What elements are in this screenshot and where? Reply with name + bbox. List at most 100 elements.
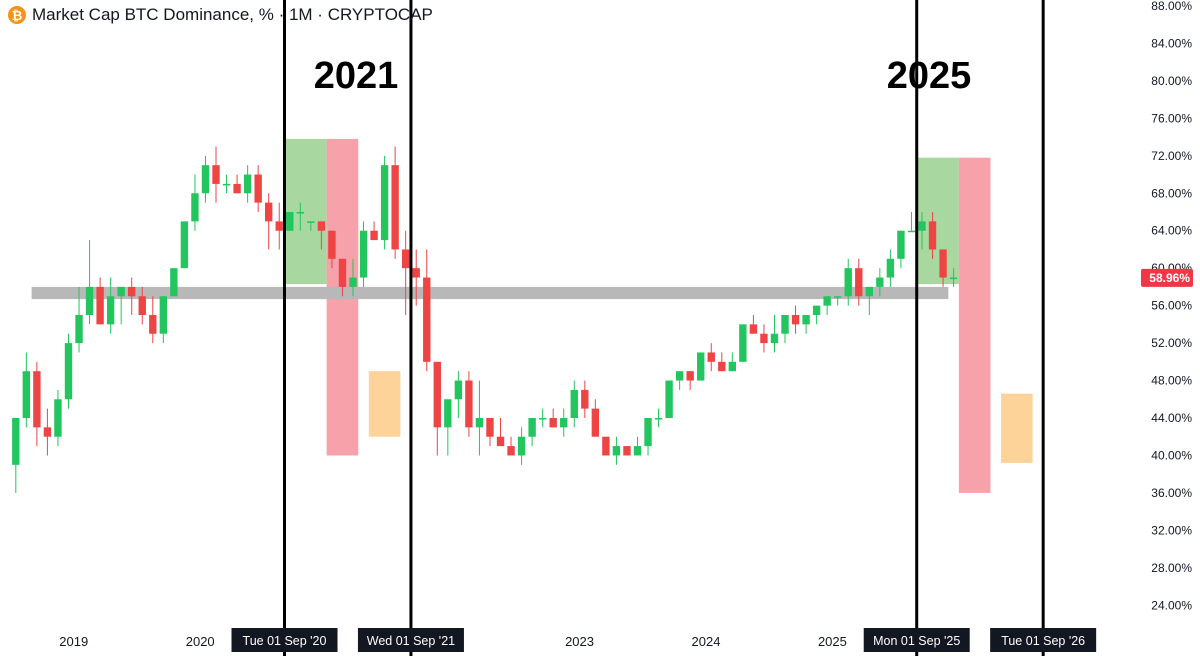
- last-price-label: 58.96%: [1149, 271, 1190, 285]
- candle: [170, 268, 178, 297]
- candle-body: [286, 212, 294, 231]
- y-tick-label: 84.00%: [1151, 36, 1192, 50]
- last-price-tag: 58.96%: [1141, 268, 1193, 287]
- candle: [391, 146, 399, 259]
- y-tick-label: 48.00%: [1151, 374, 1192, 388]
- y-tick-label: 72.00%: [1151, 149, 1192, 163]
- candle: [907, 212, 916, 233]
- y-tick-label: 24.00%: [1151, 598, 1192, 612]
- candle-body: [834, 296, 842, 298]
- y-tick-label: 36.00%: [1151, 486, 1192, 500]
- candle-body: [401, 249, 410, 269]
- date-pill: Mon 01 Sep '25: [863, 628, 970, 652]
- candle-body: [496, 436, 505, 447]
- candle-body: [549, 418, 557, 428]
- candle: [517, 427, 526, 465]
- date-pill: Tue 01 Sep '26: [990, 628, 1097, 652]
- candle: [128, 277, 136, 315]
- candle-body: [454, 380, 463, 400]
- candle: [865, 286, 873, 315]
- red-zone-4: [958, 157, 991, 493]
- date-pill-bg: [357, 628, 464, 652]
- candle-body: [33, 371, 41, 428]
- candle-body: [802, 315, 810, 325]
- candle: [791, 305, 800, 334]
- candle: [855, 258, 863, 306]
- candle-body: [760, 333, 768, 344]
- candle-body: [749, 324, 758, 334]
- candle-body: [538, 418, 547, 420]
- candle-body: [159, 296, 168, 334]
- candle: [770, 315, 779, 353]
- candle-body: [781, 315, 789, 334]
- candle-body: [507, 446, 515, 456]
- candle: [644, 418, 652, 456]
- candle-body: [570, 389, 578, 418]
- candle-body: [307, 221, 315, 223]
- candle: [939, 249, 947, 287]
- candle-body: [191, 193, 199, 222]
- candle: [507, 436, 515, 456]
- candle: [728, 352, 737, 372]
- candle-body: [328, 230, 336, 259]
- candle-body: [170, 268, 178, 297]
- candle-body: [718, 361, 726, 372]
- time-axis[interactable]: 2019202020232024202520Tue 01 Sep '20Wed …: [59, 628, 1097, 652]
- candle-body: [106, 296, 115, 325]
- candle: [697, 352, 705, 381]
- candle-body: [180, 221, 189, 269]
- candle: [538, 408, 547, 428]
- bitcoin-icon: ₿: [8, 6, 26, 24]
- candle: [812, 305, 821, 325]
- candle-body: [265, 202, 273, 222]
- candle-body: [644, 418, 652, 447]
- candle-body: [85, 286, 94, 315]
- candle-body: [486, 418, 494, 437]
- candle: [307, 221, 315, 231]
- candle: [296, 202, 304, 231]
- candle-body: [633, 446, 642, 456]
- y-tick-label: 56.00%: [1151, 299, 1192, 313]
- candle: [96, 277, 104, 325]
- candle-body: [876, 277, 884, 287]
- candle-body: [855, 268, 863, 297]
- candle-body: [22, 371, 31, 418]
- candle-body: [254, 174, 262, 203]
- candle: [380, 155, 389, 250]
- x-tick-label: 2020: [186, 634, 215, 649]
- candle-body: [928, 221, 937, 250]
- price-axis[interactable]: 88.00% 84.00% 80.00% 76.00% 72.00% 68.00% 64.0…: [1151, 0, 1192, 612]
- candle-body: [949, 277, 958, 280]
- candle-body: [612, 446, 621, 456]
- candle: [265, 193, 273, 250]
- candle-body: [897, 230, 905, 259]
- candle-body: [201, 165, 210, 194]
- candle: [191, 174, 199, 231]
- y-tick-label: 40.00%: [1151, 448, 1192, 462]
- candle-body: [844, 268, 852, 297]
- chart-header: ₿ Market Cap BTC Dominance, % · 1M · CRY…: [8, 4, 433, 26]
- candle: [412, 249, 420, 306]
- candle-body: [465, 380, 473, 428]
- candle: [180, 221, 189, 269]
- candle: [823, 296, 831, 315]
- support-band-rect: [31, 286, 949, 300]
- candle-body: [212, 165, 220, 184]
- candle: [802, 315, 810, 334]
- candle: [886, 249, 895, 287]
- y-tick-label: 64.00%: [1151, 224, 1192, 238]
- date-pill-bg: [231, 628, 338, 652]
- candle-body: [591, 408, 600, 437]
- candle-body: [243, 174, 252, 194]
- candle-body: [222, 183, 231, 186]
- candle-body: [739, 324, 747, 362]
- candle: [454, 371, 463, 418]
- x-tick-label: 2024: [692, 634, 721, 649]
- chart-title[interactable]: Market Cap BTC Dominance, % · 1M · CRYPT…: [32, 5, 433, 24]
- candle: [623, 446, 631, 456]
- y-tick-label: 68.00%: [1151, 186, 1192, 200]
- candle: [433, 361, 441, 456]
- candle-body: [581, 389, 589, 409]
- candle-body: [64, 343, 73, 400]
